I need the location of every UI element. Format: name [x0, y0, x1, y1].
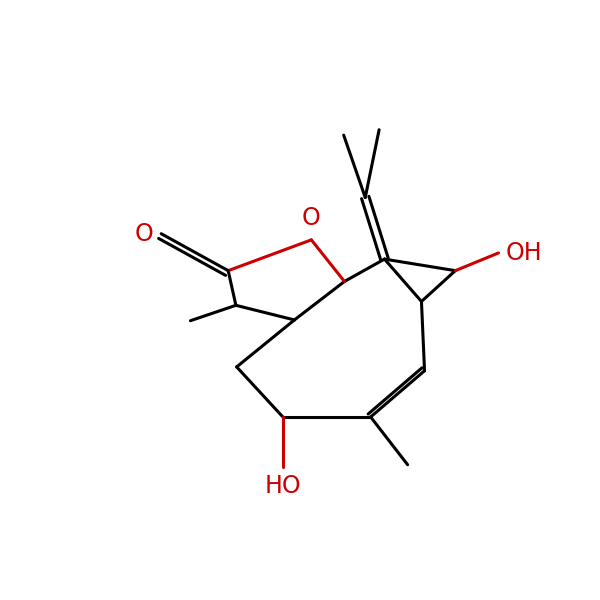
- Text: OH: OH: [505, 241, 542, 265]
- Text: O: O: [302, 206, 321, 230]
- Text: HO: HO: [265, 474, 301, 498]
- Text: O: O: [135, 221, 154, 246]
